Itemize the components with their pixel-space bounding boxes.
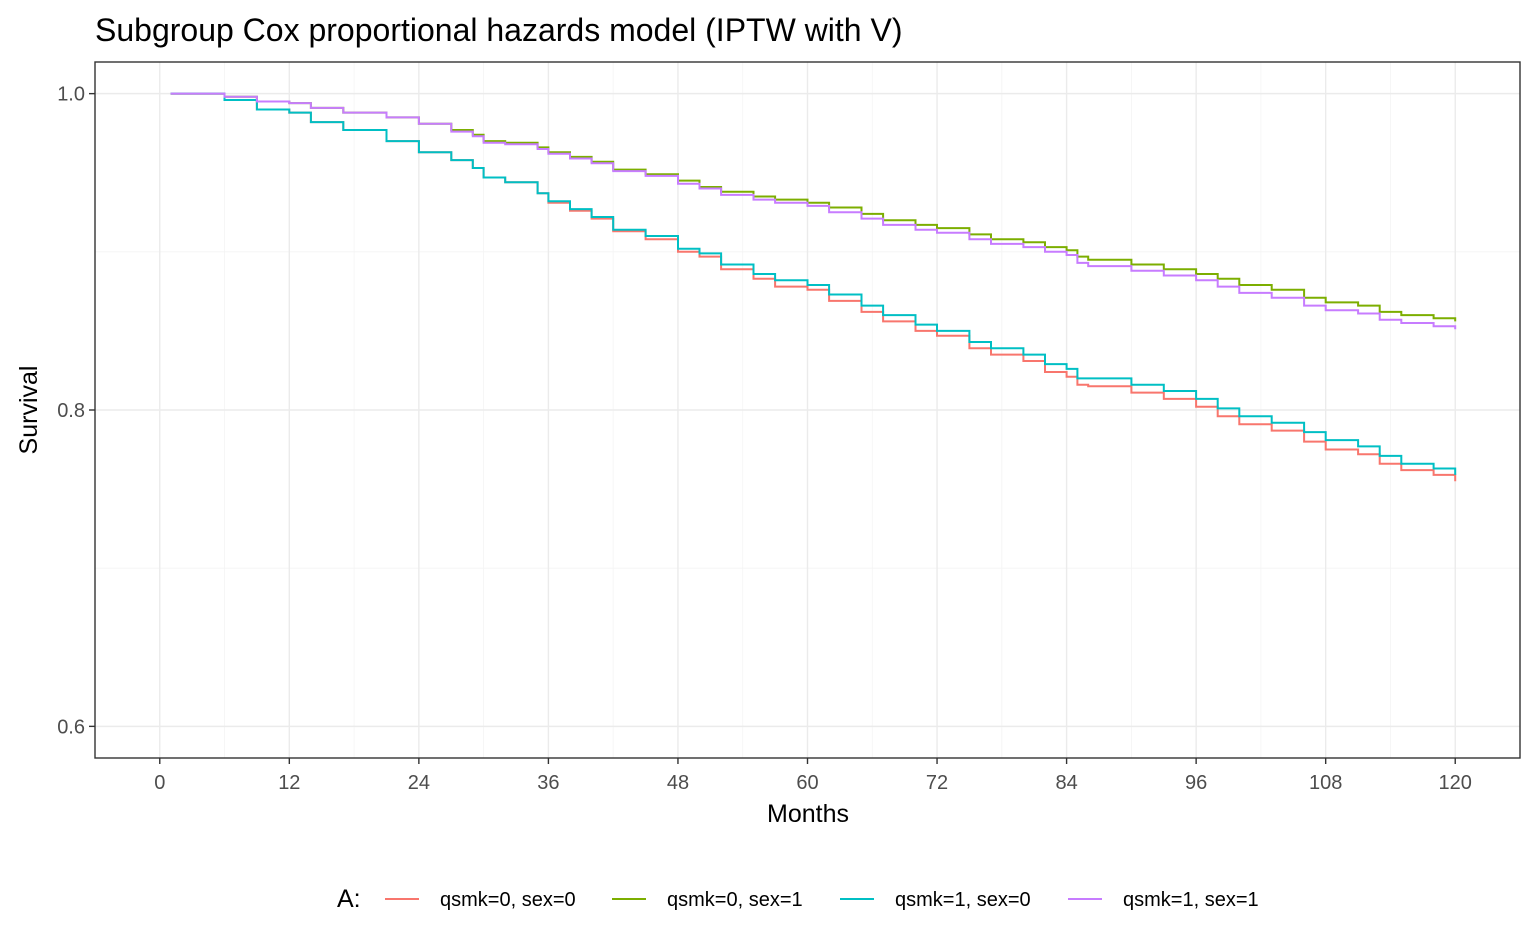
x-tick-label: 48 bbox=[667, 772, 689, 794]
x-tick-label: 12 bbox=[278, 772, 300, 794]
grid-layer bbox=[95, 62, 1520, 758]
y-tick-label: 0.8 bbox=[57, 400, 85, 422]
x-tick-label: 72 bbox=[926, 772, 948, 794]
x-tick-label: 24 bbox=[408, 772, 430, 794]
x-tick-label: 96 bbox=[1185, 772, 1207, 794]
x-tick-label: 60 bbox=[796, 772, 818, 794]
legend-label-2: qsmk=0, sex=1 bbox=[667, 889, 803, 911]
series-line-4 bbox=[170, 92, 1457, 330]
series-line-3 bbox=[170, 92, 1457, 475]
y-tick-label: 0.6 bbox=[57, 716, 85, 738]
x-tick-label: 36 bbox=[537, 772, 559, 794]
chart-title: Subgroup Cox proportional hazards model … bbox=[95, 12, 902, 48]
series-line-2 bbox=[170, 92, 1457, 322]
y-tick-label: 1.0 bbox=[57, 84, 85, 106]
legend-label-3: qsmk=1, sex=0 bbox=[895, 889, 1031, 911]
x-tick-label: 108 bbox=[1309, 772, 1342, 794]
legend-title: A: bbox=[337, 885, 361, 913]
legend-label-4: qsmk=1, sex=1 bbox=[1123, 889, 1259, 911]
series-line-1 bbox=[170, 92, 1457, 482]
x-axis: 0 12 24 36 48 60 72 84 96 108 120 bbox=[154, 758, 1472, 794]
y-axis-title: Survival bbox=[15, 366, 43, 455]
x-axis-title: Months bbox=[767, 800, 849, 828]
legend-label-1: qsmk=0, sex=0 bbox=[440, 889, 576, 911]
x-tick-label: 0 bbox=[154, 772, 165, 794]
x-tick-label: 84 bbox=[1055, 772, 1077, 794]
series-layer bbox=[170, 92, 1457, 482]
legend: A: qsmk=0, sex=0 qsmk=0, sex=1 qsmk=1, sex… bbox=[337, 885, 1259, 913]
y-axis: 0.6 0.8 1.0 bbox=[57, 84, 95, 738]
x-tick-label: 120 bbox=[1439, 772, 1472, 794]
